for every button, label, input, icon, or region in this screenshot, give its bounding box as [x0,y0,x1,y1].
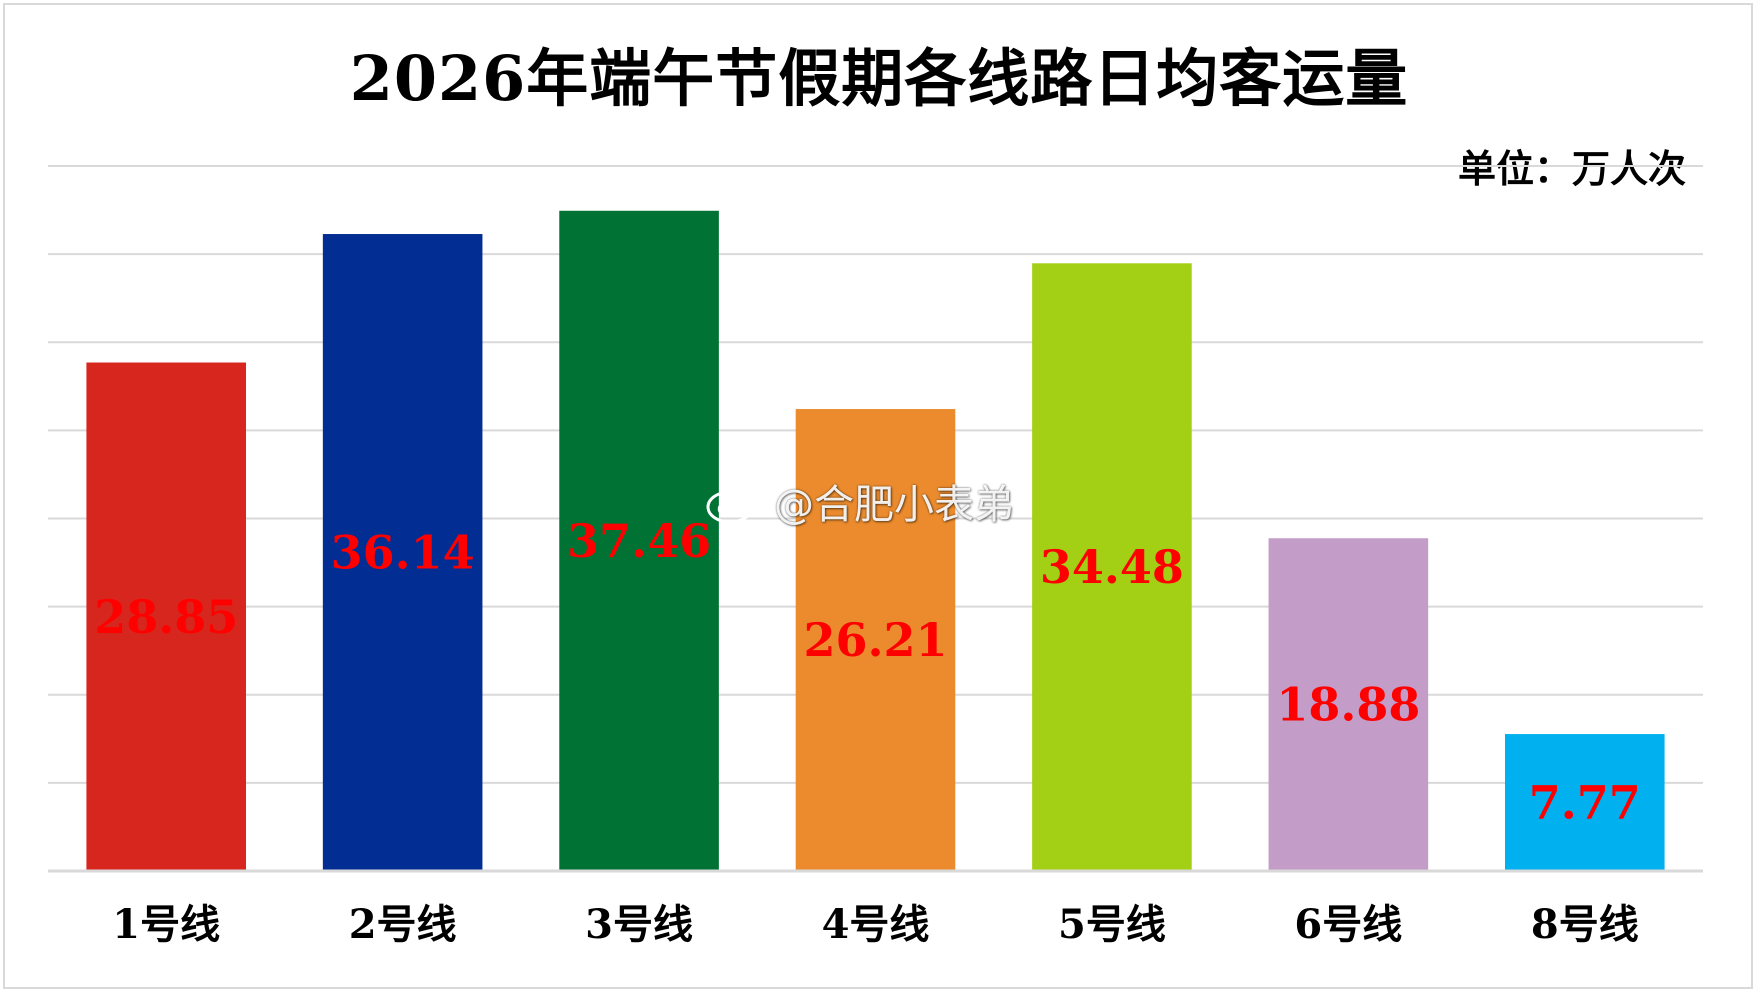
watermark: @合肥小表弟 [704,472,1014,530]
x-axis: 1号线 2号线 3号线 4号线 5号线 6号线 8号线 [48,869,1703,948]
chart-title: 2026年端午节假期各线路日均客运量 [349,42,1409,115]
unit-label: 单位：万人次 [1457,146,1686,191]
data-labels: 28.85 36.14 37.46 26.21 34.48 18.88 7.77 [94,514,1641,830]
data-label-5: 34.48 [1040,540,1184,594]
x-tick-label-4: 4号线 [822,901,930,948]
data-label-6: 18.88 [1276,678,1420,732]
x-tick-label-1: 1号线 [112,901,220,948]
bar-5 [1032,263,1192,871]
bar-4 [795,409,956,871]
data-label-7: 7.77 [1529,776,1641,830]
x-tick-label-2: 2号线 [349,901,457,948]
bar-2 [322,234,483,872]
x-tick-label-3: 3号线 [585,901,693,948]
bar-3 [559,210,719,871]
bars [86,210,1665,872]
data-label-4: 26.21 [803,613,947,667]
data-label-1: 28.85 [94,590,238,644]
watermark-text: @合肥小表弟 [774,482,1014,528]
bar-6 [1268,538,1429,871]
weibo-icon [704,477,768,525]
data-label-3: 37.46 [567,514,711,568]
data-label-2: 36.14 [331,526,475,580]
x-tick-label-7: 8号线 [1531,901,1639,948]
x-tick-label-6: 6号线 [1294,901,1402,948]
bar-1 [86,362,247,871]
x-tick-label-5: 5号线 [1058,901,1166,948]
bar-7 [1504,734,1665,871]
